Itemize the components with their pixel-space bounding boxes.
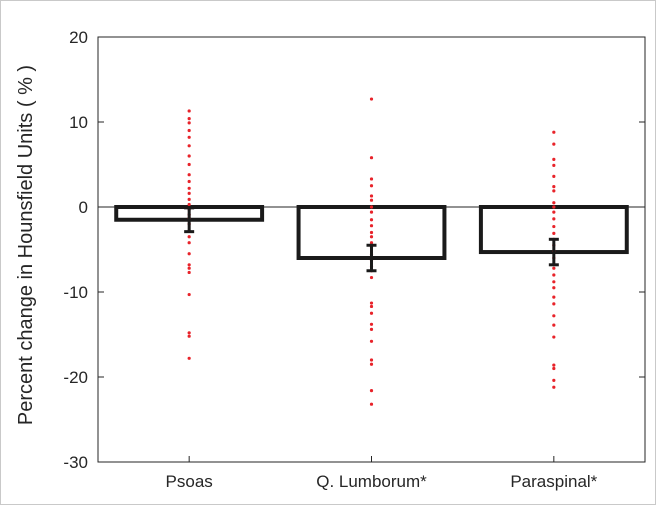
data-point [187, 266, 191, 270]
data-point [187, 173, 191, 177]
data-point [369, 275, 374, 280]
data-point [369, 322, 374, 326]
data-point [552, 201, 556, 205]
data-point [187, 154, 191, 158]
data-point [187, 109, 191, 113]
data-point [552, 302, 556, 306]
y-tick-label: 20 [69, 28, 88, 47]
data-point [369, 194, 374, 198]
data-point [187, 334, 191, 338]
data-point [552, 163, 556, 167]
data-point [552, 295, 556, 299]
data-point [187, 263, 191, 267]
data-point [552, 363, 556, 367]
data-point [369, 311, 374, 315]
data-point [552, 323, 556, 327]
data-point [552, 130, 556, 134]
data-point [552, 378, 556, 382]
data-point [552, 231, 556, 235]
data-point [369, 301, 374, 305]
data-point [187, 356, 191, 360]
data-point [187, 135, 191, 139]
data-point [552, 335, 556, 339]
data-point [552, 314, 556, 318]
data-point [187, 117, 191, 121]
data-point [552, 205, 556, 209]
data-point [369, 339, 374, 343]
x-tick-label: Q. Lumborum* [316, 472, 427, 491]
y-tick-label: -20 [63, 368, 88, 387]
data-point [369, 389, 374, 393]
data-point [369, 362, 374, 366]
data-point [187, 197, 191, 201]
x-tick-labels: Psoas Q. Lumborum* Paraspinal* [166, 456, 598, 491]
data-point [369, 156, 374, 160]
data-point [552, 157, 556, 161]
data-point [552, 189, 556, 193]
data-point [552, 224, 556, 229]
data-point [187, 128, 191, 133]
data-point [369, 205, 374, 209]
data-point [552, 385, 556, 389]
data-point [552, 174, 556, 178]
data-point [369, 402, 374, 406]
data-point [552, 210, 556, 214]
data-point [552, 217, 556, 221]
data-point [187, 331, 191, 335]
data-point [552, 266, 556, 270]
data-point [187, 121, 191, 125]
data-point [369, 97, 374, 101]
y-tick-label: 0 [79, 198, 88, 217]
data-point [187, 179, 191, 184]
y-axis-label: Percent change in Hounsfield Units ( % ) [15, 65, 37, 425]
data-point [369, 210, 374, 214]
error-bar-2 [366, 243, 377, 273]
data-point [369, 198, 374, 202]
x-tick-label: Paraspinal* [510, 472, 597, 491]
data-point [552, 286, 556, 290]
data-point [187, 235, 191, 239]
data-point [369, 358, 374, 362]
data-point [369, 218, 374, 222]
data-point [187, 270, 191, 275]
data-point [187, 162, 191, 167]
data-point [187, 191, 191, 195]
data-point [552, 185, 556, 189]
data-point [369, 224, 374, 228]
data-point [187, 144, 191, 148]
data-point [187, 241, 191, 245]
data-point [187, 202, 191, 207]
data-point [187, 292, 191, 297]
y-tick-label: -10 [63, 283, 88, 302]
y-ticks: 20 10 0 -10 -20 -30 [63, 28, 645, 472]
data-point [187, 252, 191, 256]
data-point [369, 327, 374, 331]
x-tick-label: Psoas [166, 472, 213, 491]
y-tick-label: 10 [69, 113, 88, 132]
data-point [552, 366, 556, 371]
y-tick-label: -30 [63, 453, 88, 472]
data-point [369, 235, 374, 239]
data-point [552, 273, 556, 277]
data-point [369, 241, 374, 245]
data-point [369, 177, 374, 181]
data-point [369, 184, 374, 188]
data-point [369, 304, 374, 309]
data-point [552, 280, 556, 284]
data-point [552, 142, 556, 146]
data-point [187, 186, 191, 190]
data-point [369, 230, 374, 235]
error-bars [184, 206, 559, 273]
error-bar-3 [548, 237, 559, 267]
error-bar-1 [184, 206, 195, 234]
